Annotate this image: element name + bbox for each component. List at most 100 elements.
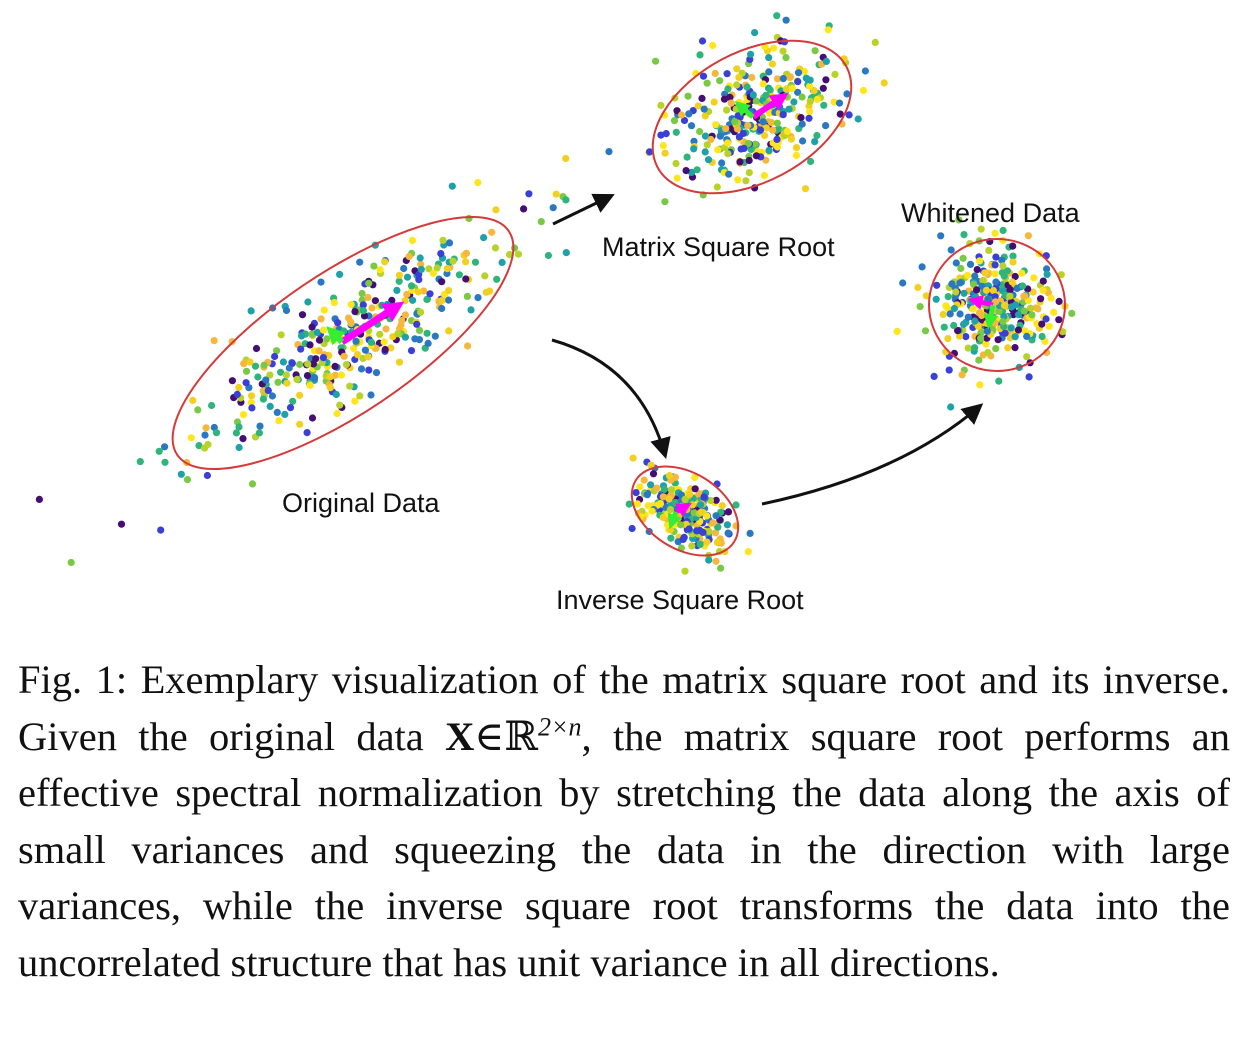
data-point	[228, 377, 236, 385]
data-point	[734, 176, 742, 184]
data-point	[445, 287, 453, 295]
data-point	[372, 369, 381, 377]
data-point	[944, 335, 952, 343]
data-point	[491, 244, 500, 252]
data-point	[463, 292, 471, 300]
data-point	[353, 351, 362, 359]
data-point	[977, 334, 985, 342]
data-point	[415, 276, 423, 284]
data-point	[407, 347, 416, 355]
data-point	[157, 526, 165, 534]
data-point	[1001, 329, 1009, 337]
data-point	[346, 382, 354, 390]
data-point	[332, 390, 340, 399]
data-point	[703, 538, 711, 546]
data-point	[971, 272, 979, 280]
data-point	[1047, 294, 1055, 302]
data-point	[691, 485, 699, 493]
figure-caption: Fig. 1: Exemplary visualization of the m…	[18, 652, 1230, 991]
data-point	[691, 473, 699, 482]
data-point	[964, 271, 972, 279]
data-point	[304, 298, 312, 306]
data-point	[952, 259, 960, 267]
data-point	[361, 346, 369, 354]
data-point	[985, 246, 993, 254]
data-point	[746, 529, 754, 538]
data-point	[762, 91, 770, 99]
data-point	[323, 335, 331, 343]
data-point	[633, 500, 642, 508]
data-point	[462, 249, 470, 257]
data-point	[733, 125, 742, 133]
data-point	[843, 90, 851, 98]
data-point	[395, 358, 404, 366]
data-point	[155, 447, 163, 455]
data-point	[254, 373, 262, 381]
data-point	[687, 168, 696, 176]
data-point	[797, 114, 805, 122]
data-point	[995, 307, 1003, 315]
data-point	[686, 490, 694, 499]
data-point	[347, 300, 355, 309]
data-point	[1026, 304, 1035, 312]
data-point	[999, 262, 1007, 270]
data-point	[259, 395, 267, 403]
data-point	[403, 290, 411, 299]
data-point	[438, 304, 446, 313]
data-point	[830, 98, 838, 106]
data-point	[395, 277, 403, 285]
data-point	[426, 290, 434, 298]
data-point	[975, 309, 984, 317]
label-whitened-data: Whitened Data	[901, 198, 1081, 228]
data-point	[455, 271, 463, 279]
data-point	[845, 111, 853, 119]
data-point	[723, 106, 731, 114]
data-point	[1012, 301, 1020, 309]
data-point	[989, 287, 998, 295]
data-point	[1068, 309, 1076, 317]
data-point	[998, 256, 1006, 264]
data-point	[438, 278, 446, 286]
data-point	[769, 126, 777, 134]
data-point	[636, 483, 644, 491]
data-point	[656, 500, 665, 508]
data-point	[505, 250, 514, 259]
data-point	[960, 320, 968, 328]
data-point	[1024, 232, 1032, 240]
data-point	[367, 391, 375, 399]
data-point	[351, 308, 359, 316]
data-point	[311, 374, 319, 382]
data-point	[247, 392, 256, 400]
data-point	[340, 352, 348, 360]
data-point	[776, 103, 784, 111]
data-point	[799, 137, 807, 145]
data-point	[400, 264, 408, 273]
data-point	[835, 99, 844, 107]
data-point	[1007, 324, 1015, 332]
data-point	[628, 524, 636, 533]
data-point	[306, 341, 314, 349]
data-point	[183, 476, 192, 484]
data-point	[247, 399, 255, 407]
data-point	[274, 378, 282, 386]
data-point	[933, 281, 941, 289]
data-point	[966, 260, 975, 268]
data-point	[744, 121, 752, 130]
data-point	[632, 489, 640, 497]
data-point	[914, 283, 922, 292]
arrow-to-inverse-square-root	[551, 338, 671, 460]
data-point	[1042, 315, 1050, 323]
data-point	[918, 263, 926, 271]
data-point	[1020, 307, 1028, 315]
data-point	[921, 327, 930, 335]
data-point	[999, 318, 1007, 326]
data-point	[462, 258, 470, 266]
data-point	[716, 132, 724, 140]
data-point	[425, 265, 433, 273]
data-point	[947, 403, 955, 411]
data-point	[958, 371, 966, 379]
data-point	[266, 371, 274, 379]
data-point	[264, 386, 272, 395]
data-point	[401, 297, 409, 305]
data-point	[1055, 316, 1063, 324]
